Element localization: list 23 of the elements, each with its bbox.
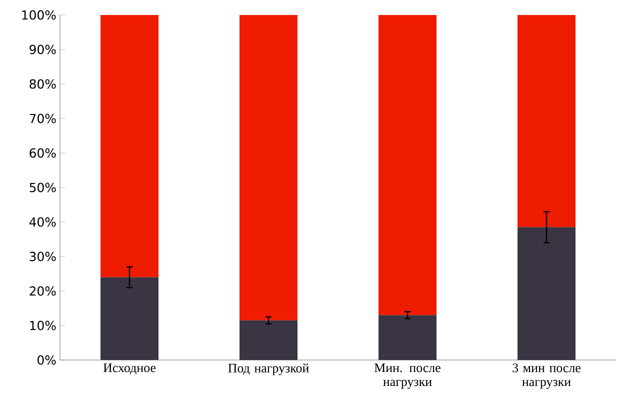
y-tick-label: 90% <box>30 44 56 54</box>
bar <box>518 227 576 360</box>
y-tick-label: 70% <box>30 114 56 124</box>
y-tick-label: 100% <box>22 10 56 20</box>
y-tick-label: 0% <box>38 355 56 365</box>
x-tick-label: Исходное <box>103 364 156 374</box>
bar <box>378 315 437 360</box>
bar <box>518 14 576 228</box>
y-tick-label: 30% <box>30 252 56 262</box>
bar <box>240 320 298 360</box>
y-tick-label: 40% <box>29 217 56 227</box>
bar <box>240 14 298 320</box>
bar <box>100 14 159 278</box>
x-tick-label: Мин. после нагрузки <box>374 364 440 389</box>
bar <box>378 14 437 316</box>
x-tick-label: 3 мин после нагрузки <box>512 364 580 389</box>
y-tick-label: 60% <box>30 148 56 158</box>
y-tick-label: 20% <box>30 286 56 296</box>
y-tick-label: 50% <box>30 182 56 192</box>
bar <box>100 277 159 360</box>
x-tick-label: Под нагрузкой <box>228 364 309 376</box>
y-tick-label: 10% <box>30 320 56 330</box>
y-tick-label: 80% <box>30 79 56 89</box>
